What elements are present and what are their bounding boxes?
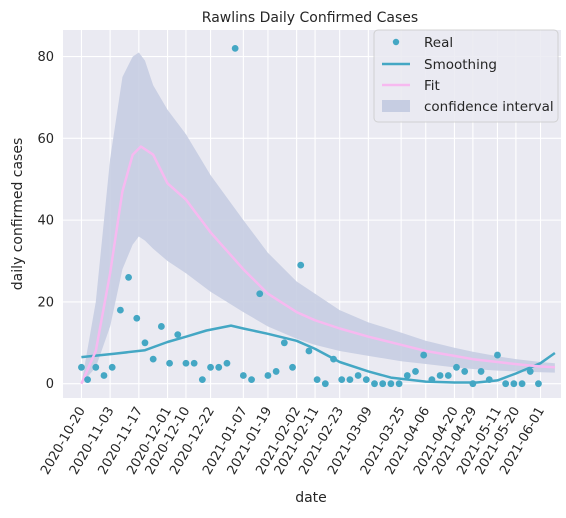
real-point <box>428 376 436 383</box>
real-point <box>412 368 419 375</box>
real-point <box>116 306 124 314</box>
real-point <box>371 380 378 388</box>
real-point <box>223 359 231 367</box>
legend-marker-ci <box>382 100 410 112</box>
real-point <box>239 372 247 379</box>
real-point <box>182 359 190 367</box>
x-tick-labels: 2020-10-202020-11-032020-11-172020-12-01… <box>38 405 548 478</box>
real-point <box>379 380 387 388</box>
real-point <box>313 376 321 383</box>
real-point <box>190 359 198 367</box>
legend-label-fit: Fit <box>424 78 440 94</box>
y-axis-label: daily confirmed cases <box>10 138 26 291</box>
real-point <box>108 363 116 371</box>
real-point <box>420 351 428 359</box>
real-point <box>78 363 85 371</box>
real-point <box>477 368 485 375</box>
real-point <box>354 372 362 379</box>
real-point <box>133 314 141 322</box>
real-point <box>100 372 108 379</box>
real-point <box>231 45 239 52</box>
real-point <box>453 363 460 371</box>
real-point <box>346 376 354 383</box>
confidence-interval-area <box>81 52 555 384</box>
legend-label-real: Real <box>424 35 453 51</box>
real-point <box>157 323 165 330</box>
real-point <box>518 380 526 388</box>
real-point <box>207 363 214 371</box>
legend-label-ci: confidence interval <box>424 99 554 115</box>
legend-marker-real <box>392 38 400 46</box>
real-point <box>215 363 223 371</box>
real-point <box>444 372 452 379</box>
real-point <box>494 351 501 359</box>
real-point <box>289 363 296 371</box>
legend: Real Smoothing Fit confidence interval <box>373 29 559 123</box>
real-point <box>403 372 411 379</box>
real-point <box>461 368 469 375</box>
x-axis-label: date <box>295 490 327 506</box>
real-point <box>387 380 395 388</box>
real-point <box>149 355 157 363</box>
real-points <box>78 45 542 388</box>
y-tick-label: 60 <box>37 132 54 147</box>
confidence-interval-band <box>81 52 555 384</box>
real-point <box>535 380 542 388</box>
y-tick-labels: 0 20 40 60 80 <box>37 50 54 392</box>
fit-line <box>80 145 555 385</box>
chart-title: Rawlins Daily Confirmed Cases <box>202 10 418 26</box>
real-point <box>485 376 493 383</box>
real-point <box>362 376 370 383</box>
real-point <box>338 376 346 383</box>
real-point <box>502 380 510 388</box>
real-point <box>198 376 206 383</box>
real-point <box>330 355 337 363</box>
real-point <box>125 273 132 281</box>
y-tick-label: 20 <box>37 295 54 310</box>
real-point <box>248 376 255 383</box>
real-point <box>321 380 329 388</box>
y-tick-label: 0 <box>46 377 54 392</box>
real-point <box>92 363 100 371</box>
real-point <box>174 331 182 339</box>
real-point <box>272 368 280 375</box>
real-point <box>469 380 477 388</box>
real-point <box>436 372 444 379</box>
legend-label-smoothing: Smoothing <box>424 57 497 73</box>
real-point <box>280 339 288 347</box>
real-point <box>141 339 149 347</box>
y-tick-label: 40 <box>37 214 54 229</box>
legend-box <box>373 29 559 123</box>
y-tick-label: 80 <box>37 50 54 65</box>
real-point <box>305 347 313 355</box>
real-point <box>395 380 403 388</box>
real-point <box>510 380 518 388</box>
real-point <box>84 376 91 383</box>
real-point <box>256 290 264 298</box>
real-point <box>526 368 534 375</box>
real-point <box>166 359 173 367</box>
real-point <box>264 372 272 379</box>
real-point <box>297 261 305 269</box>
